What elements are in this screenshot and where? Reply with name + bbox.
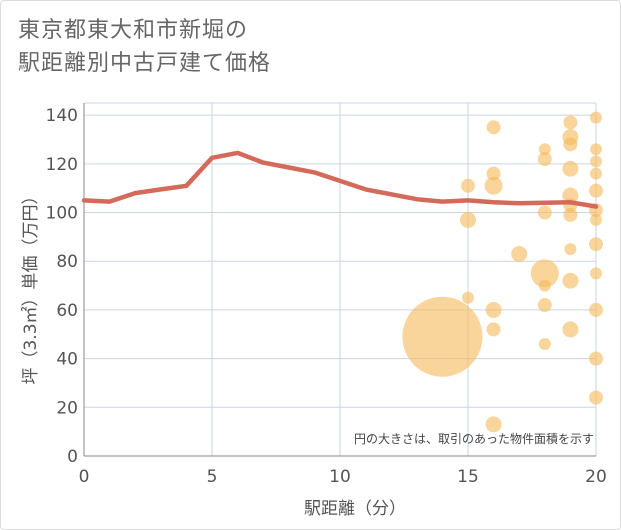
x-tick-label: 0 xyxy=(79,467,90,487)
y-tick-label: 20 xyxy=(56,398,78,418)
data-point xyxy=(538,279,551,292)
data-point xyxy=(538,143,551,156)
data-point xyxy=(485,301,502,318)
data-point xyxy=(486,166,501,181)
tick-labels: 0 20 40 60 80 100 120 140 0 5 10 15 20 xyxy=(46,106,607,487)
x-tick-label: 15 xyxy=(457,467,479,487)
y-tick-label: 120 xyxy=(46,155,78,175)
data-point xyxy=(486,120,501,135)
y-tick-label: 40 xyxy=(56,350,78,370)
chart-title-line-1: 東京都東大和市新堀の xyxy=(18,18,249,43)
data-point xyxy=(590,167,602,180)
data-point xyxy=(589,390,603,405)
y-tick-label: 100 xyxy=(46,204,78,224)
data-point xyxy=(461,178,475,193)
trend-line-group xyxy=(81,150,599,209)
y-tick-label: 0 xyxy=(67,447,78,467)
grid-lines xyxy=(84,102,597,456)
x-tick-label: 20 xyxy=(585,467,607,487)
data-point xyxy=(563,115,578,130)
data-point xyxy=(537,298,552,313)
data-point xyxy=(590,267,602,280)
data-point xyxy=(590,143,602,156)
data-point xyxy=(462,291,474,304)
y-tick-label: 80 xyxy=(56,252,78,272)
data-point xyxy=(562,321,579,338)
data-point xyxy=(589,183,603,198)
axes xyxy=(83,103,596,457)
y-tick-label: 60 xyxy=(56,301,78,321)
data-point xyxy=(485,416,502,433)
data-point xyxy=(537,205,552,220)
bubble-size-note: 円の大きさは、取引のあった物件面積を示す xyxy=(354,431,594,446)
y-tick-label: 140 xyxy=(46,106,78,126)
x-tick-label: 5 xyxy=(207,467,218,487)
data-point xyxy=(562,272,579,289)
data-point xyxy=(589,351,603,366)
data-point xyxy=(538,338,551,351)
chart-title: 東京都東大和市新堀の 駅距離別中古戸建て価格 xyxy=(18,14,271,80)
data-point xyxy=(564,243,577,256)
data-point xyxy=(563,207,578,222)
data-point xyxy=(562,160,579,177)
data-point xyxy=(563,137,578,152)
data-points xyxy=(402,111,603,433)
data-point xyxy=(530,259,559,288)
data-point xyxy=(589,302,603,317)
data-point xyxy=(484,176,503,195)
data-point xyxy=(590,111,602,124)
trend-line xyxy=(81,150,599,209)
data-point xyxy=(589,237,603,252)
chart-title-line-2: 駅距離別中古戸建て価格 xyxy=(18,51,272,76)
data-point xyxy=(511,245,528,262)
y-axis-label: 坪（3.3㎡）単価（万円） xyxy=(21,187,41,384)
x-axis-label: 駅距離（分） xyxy=(304,499,406,519)
data-point xyxy=(590,155,602,168)
data-point xyxy=(402,296,483,377)
x-tick-label: 10 xyxy=(329,467,351,487)
data-point xyxy=(590,213,602,226)
data-point xyxy=(486,322,501,337)
data-point xyxy=(537,151,552,166)
data-point xyxy=(460,211,476,228)
